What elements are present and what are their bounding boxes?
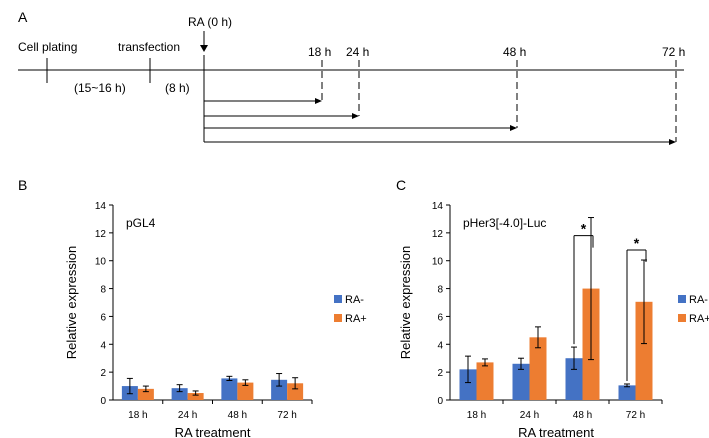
legend-swatch (678, 295, 686, 303)
legend-swatch (678, 314, 686, 322)
x-tick-label: 24 h (178, 410, 197, 421)
panel-a-timeline: A RA (0 h) Cell plating transfection (15… (18, 9, 685, 145)
y-tick-label: 14 (432, 201, 444, 212)
x-tick-label: 18 h (128, 410, 147, 421)
arrowhead-48h (510, 125, 517, 131)
y-tick-label: 8 (437, 285, 443, 296)
x-tick-label: 72 h (277, 410, 296, 421)
legend-label: RA- (689, 294, 708, 306)
arrowhead-24h (352, 113, 359, 119)
bar-raminus (512, 363, 530, 400)
y-tick-label: 6 (100, 312, 106, 323)
duration-plating: (15~16 h) (74, 81, 126, 95)
chart-pgl4: 0 2 4 6 8 10 12 14 18 h 24 h 48 h 72 h pGL4 RA treatm… (64, 201, 367, 438)
y-tick-label: 12 (432, 229, 444, 240)
bar-raminus (171, 388, 188, 400)
bar-raplus (287, 383, 304, 400)
bar-raplus (476, 362, 494, 400)
ra-arrowhead (200, 45, 208, 52)
legend-swatch (334, 295, 342, 303)
bar-raplus (137, 388, 154, 400)
y-tick-label: 10 (95, 257, 107, 268)
chart-title: pGL4 (126, 216, 156, 230)
legend-label: RA- (345, 294, 364, 306)
x-tick-label: 18 h (467, 410, 486, 421)
y-tick-label: 4 (437, 340, 443, 351)
panel-label-b: B (18, 177, 27, 193)
y-tick-label: 8 (100, 285, 106, 296)
timepoint-48h: 48 h (503, 45, 526, 59)
y-tick-label: 0 (100, 396, 106, 407)
bar-raminus (459, 369, 477, 400)
legend-label: RA+ (345, 313, 367, 325)
significance-star: * (581, 221, 587, 237)
x-tick-label: 48 h (573, 410, 592, 421)
y-tick-label: 6 (437, 312, 443, 323)
y-tick-label: 2 (100, 368, 106, 379)
x-axis-title: RA treatment (518, 425, 594, 438)
x-tick-label: 48 h (228, 410, 247, 421)
chart-pher3-luc: 0 2 4 6 8 10 12 14 18 h 24 h 48 h 72 h * * pHer3[-4.0]… (398, 201, 709, 438)
bar-raplus (187, 393, 204, 400)
bar-raminus (565, 358, 583, 400)
chart-title: pHer3[-4.0]-Luc (463, 216, 546, 230)
bar-raplus (529, 337, 547, 400)
x-axis-title: RA treatment (175, 425, 251, 438)
y-tick-label: 0 (437, 396, 443, 407)
x-tick-label: 24 h (520, 410, 539, 421)
arrowhead-18h (315, 98, 322, 104)
y-tick-label: 12 (95, 229, 107, 240)
y-axis-title: Relative expression (64, 246, 79, 359)
bar-raplus (635, 301, 653, 400)
x-tick-label: 72 h (626, 410, 645, 421)
bar-raplus (237, 382, 254, 400)
bar-raminus (271, 379, 288, 400)
significance-star: * (634, 235, 640, 251)
timepoint-18h: 18 h (308, 45, 331, 59)
timepoint-72h: 72 h (662, 45, 685, 59)
y-tick-label: 14 (95, 201, 107, 212)
y-tick-label: 4 (100, 340, 106, 351)
event-transfection: transfection (118, 40, 180, 54)
bar-raminus (618, 385, 636, 400)
timepoint-24h: 24 h (346, 45, 369, 59)
bar-raminus (221, 378, 238, 400)
arrowhead-72h (669, 139, 676, 145)
y-tick-label: 10 (432, 257, 444, 268)
duration-transfection: (8 h) (165, 81, 190, 95)
y-tick-label: 2 (437, 368, 443, 379)
legend-label: RA+ (689, 313, 709, 325)
event-cell-plating: Cell plating (18, 40, 77, 54)
panel-label-a: A (18, 9, 28, 25)
y-axis-title: Relative expression (398, 246, 413, 359)
ra-start-label: RA (0 h) (188, 15, 232, 29)
legend-swatch (334, 314, 342, 322)
panel-label-c: C (396, 177, 406, 193)
